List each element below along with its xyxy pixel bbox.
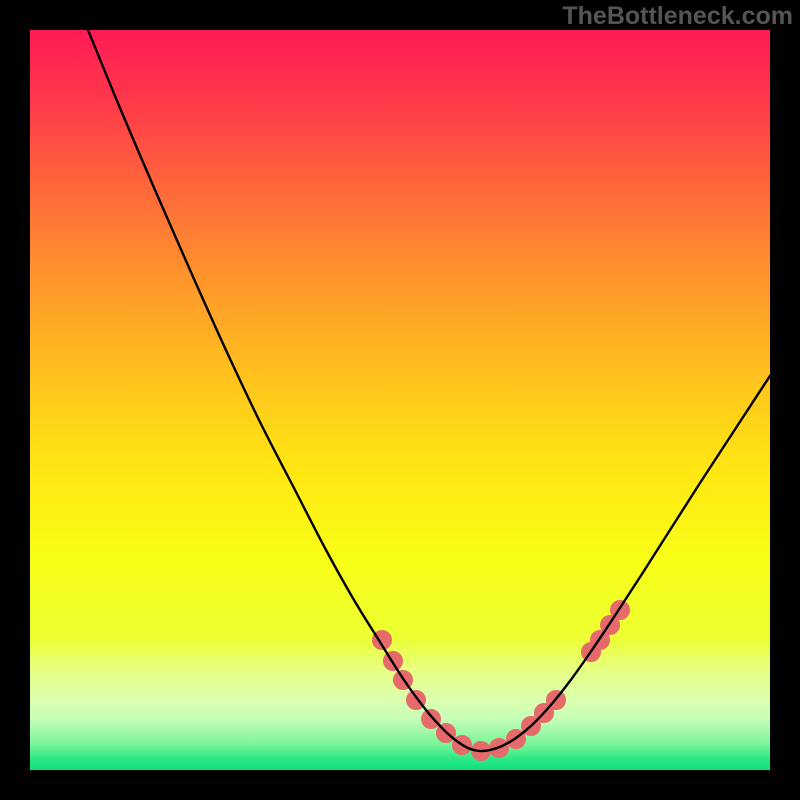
data-markers [373, 601, 630, 761]
v-curve-line [88, 30, 770, 751]
watermark-text: TheBottleneck.com [562, 2, 793, 31]
plot-area [30, 30, 770, 770]
chart-frame: TheBottleneck.com [0, 0, 800, 800]
data-marker [422, 710, 441, 729]
chart-overlay [30, 30, 770, 770]
